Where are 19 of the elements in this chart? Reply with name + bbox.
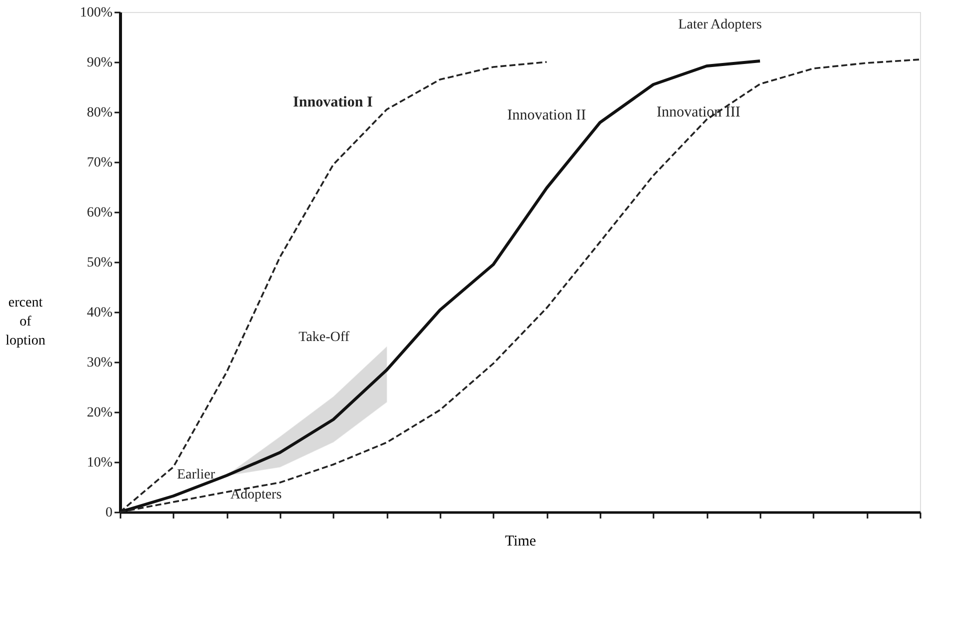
annotation: Later Adopters [678, 18, 762, 32]
y-tick-label: 0 [106, 506, 112, 520]
y-tick-label: 100% [80, 6, 113, 20]
annotation: Take-Off [298, 330, 350, 345]
series-label: Innovation II [507, 108, 586, 124]
y-tick-label: 90% [86, 56, 113, 70]
y-tick-label: 70% [86, 156, 113, 170]
y-tick-label: 20% [86, 406, 113, 420]
y-tick-label: 50% [86, 256, 113, 270]
x-axis-title: Time [504, 533, 536, 550]
y-tick-label: 80% [86, 106, 113, 120]
annotation: Adopters [230, 488, 282, 502]
y-tick-label: 60% [86, 206, 113, 220]
y-tick-label: 10% [86, 456, 113, 470]
annotation: Earlier [176, 468, 216, 482]
y-axis-title: ercent of loption [6, 296, 46, 348]
series-label: Innovation I [293, 94, 373, 110]
y-tick-label: 40% [86, 306, 113, 320]
y-tick-label: 30% [86, 356, 113, 370]
